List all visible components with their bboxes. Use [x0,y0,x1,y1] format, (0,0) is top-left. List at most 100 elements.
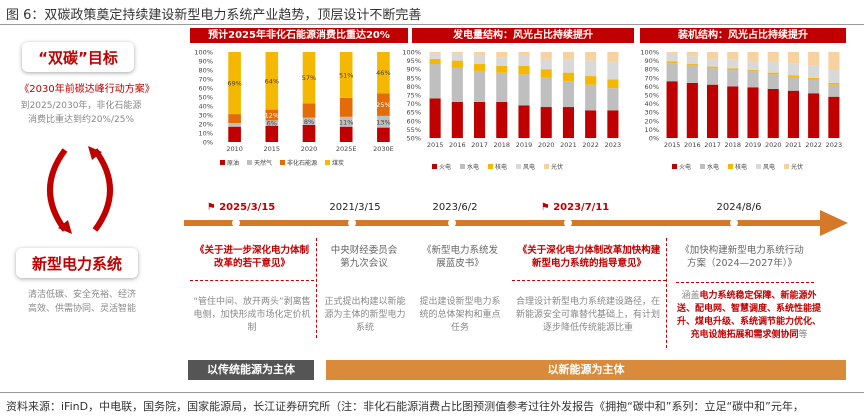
x-tick-label: 2018 [725,141,742,149]
bar-segment [518,74,530,106]
y-tick-label: 70% [645,74,659,82]
bar-segment [451,67,463,102]
x-tick-label: 2023 [605,141,622,149]
timeline-doc-1: 《关于进一步深化电力体制改革的若干意见》 [194,245,309,269]
y-tick-label: 40% [645,100,659,108]
bar-segment [540,107,552,138]
y-tick-label: 30% [199,112,213,120]
y-tick-label: 90% [645,57,659,65]
flag-icon: ⚑ [540,202,550,213]
bar-segment [377,115,390,128]
energy-consumption-chart: 100%90%80%70%60%50%40%30%20%10%0% 69% 2010… [194,49,393,168]
timeline-doc-3: 《新型电力系统发展蓝皮书》 [421,245,498,269]
bar-segment [302,52,316,104]
bar-segment [474,101,486,138]
bar-segment [607,79,619,89]
y-tick-label: 65% [407,109,421,117]
y-tick-label: 100% [194,49,213,57]
bar-segment [787,90,800,138]
bar-segment [787,52,800,64]
x-tick-label: 2015 [264,145,281,153]
bar-segment [265,109,279,121]
bar-segment [339,52,353,98]
legend-label: 水电 [707,163,719,171]
dual-carbon-box: “双碳”目标 [22,42,134,72]
timeline-desc-5-pre: 涵盖 [681,291,700,301]
bar-segment [666,63,678,82]
y-tick-label: 20% [199,121,213,129]
bar-segment [787,63,800,76]
x-tick-label: 2025E [336,145,357,153]
bar-segment [666,81,678,138]
bar-segment [429,52,441,54]
y-tick-label: 50% [645,92,659,100]
bar-segment [585,76,597,85]
bar-segment [686,64,698,66]
bar-segment [747,87,759,138]
legend-label: 火电 [439,163,451,171]
bottom-rule [0,392,864,393]
legend-swatch [325,160,330,165]
y-tick-label: 100% [640,49,659,57]
dual-carbon-title: “双碳”目标 [38,48,118,67]
bar-segment [666,61,678,64]
bar-segment [585,60,597,77]
y-tick-label: 75% [407,92,421,100]
bar-segment [585,110,597,138]
y-tick-label: 95% [407,57,421,65]
x-tick-label: 2016 [684,141,701,149]
bar-segment [562,58,574,73]
bar-segment [706,58,719,67]
x-tick-label: 2017 [471,141,488,149]
y-tick-label: 80% [199,67,213,75]
bar-segment [265,120,279,126]
bar-segment [228,123,241,127]
new-power-text-2: 高效、供需协同、灵活智能 [27,304,136,314]
bar-segment [562,81,574,108]
bar-segment [339,126,353,142]
legend-label: 核电 [495,163,507,171]
timeline-desc-5: 涵盖电力系统稳定保障、新能源外送、配电网、智慧调度、系统性能提升、煤电升级、系统… [674,290,824,342]
y-tick-label: 10% [199,130,213,138]
capacity-structure-chart: 100%90%80%70%60%50%40%30%20%10%0%2015 201… [640,49,843,172]
bar-segment [607,110,619,138]
y-tick-label: 80% [645,66,659,74]
bar-segment [228,126,241,142]
legend-swatch [220,160,225,165]
timeline-date-2: 2021/3/15 [329,202,381,213]
legend-swatch [460,164,465,169]
legend-label: 原油 [227,159,239,167]
bar-segment [607,88,619,111]
separator-h-1 [190,280,314,281]
bar-segment [474,64,486,71]
bar-segment [828,84,840,97]
bar-segment [518,52,530,56]
timeline-desc-1: “管住中间、放开两头”剥离售电侧，加快形成市场化定价机制 [193,297,311,333]
timeline-date-4-text: 2023/7/11 [553,202,610,213]
legend-label: 天然气 [254,159,272,167]
bar-segment [451,53,463,61]
timeline-doc-4: 《关于深化电力体制改革加快构建新型电力系统的指导意见》 [517,245,661,269]
timeline-desc-5-post: 等 [798,330,808,340]
timeline-desc-4: 合理设计新型电力系统建设路径，在新能源安全可靠替代基础上，有计划逐步降低传统能源… [515,297,660,333]
bar-segment [787,76,800,91]
bar-segment [727,68,739,71]
y-tick-label: 70% [199,76,213,84]
bar-segment [808,79,820,94]
bar-segment [339,97,353,117]
dual-carbon-doc: 《2030年前碳达峰行动方案》 [19,84,155,95]
bar-segment [429,98,441,138]
separator-h-2 [512,280,666,281]
bar-segment [429,64,441,99]
legend-swatch [672,164,677,169]
bar-segment [607,62,619,80]
bar-segment [828,96,840,138]
bar-segment [265,125,279,142]
bar-segment [474,70,486,102]
y-tick-label: 60% [407,117,421,125]
x-tick-label: 2023 [826,141,843,149]
generation-structure-chart: 100%95%90%85%80%75%70%65%60%55%50% 2015 20… [402,49,622,172]
x-tick-label: 2022 [805,141,822,149]
bar-segment [540,52,552,59]
band-new-energy: 以新能源为主体 [326,360,846,380]
